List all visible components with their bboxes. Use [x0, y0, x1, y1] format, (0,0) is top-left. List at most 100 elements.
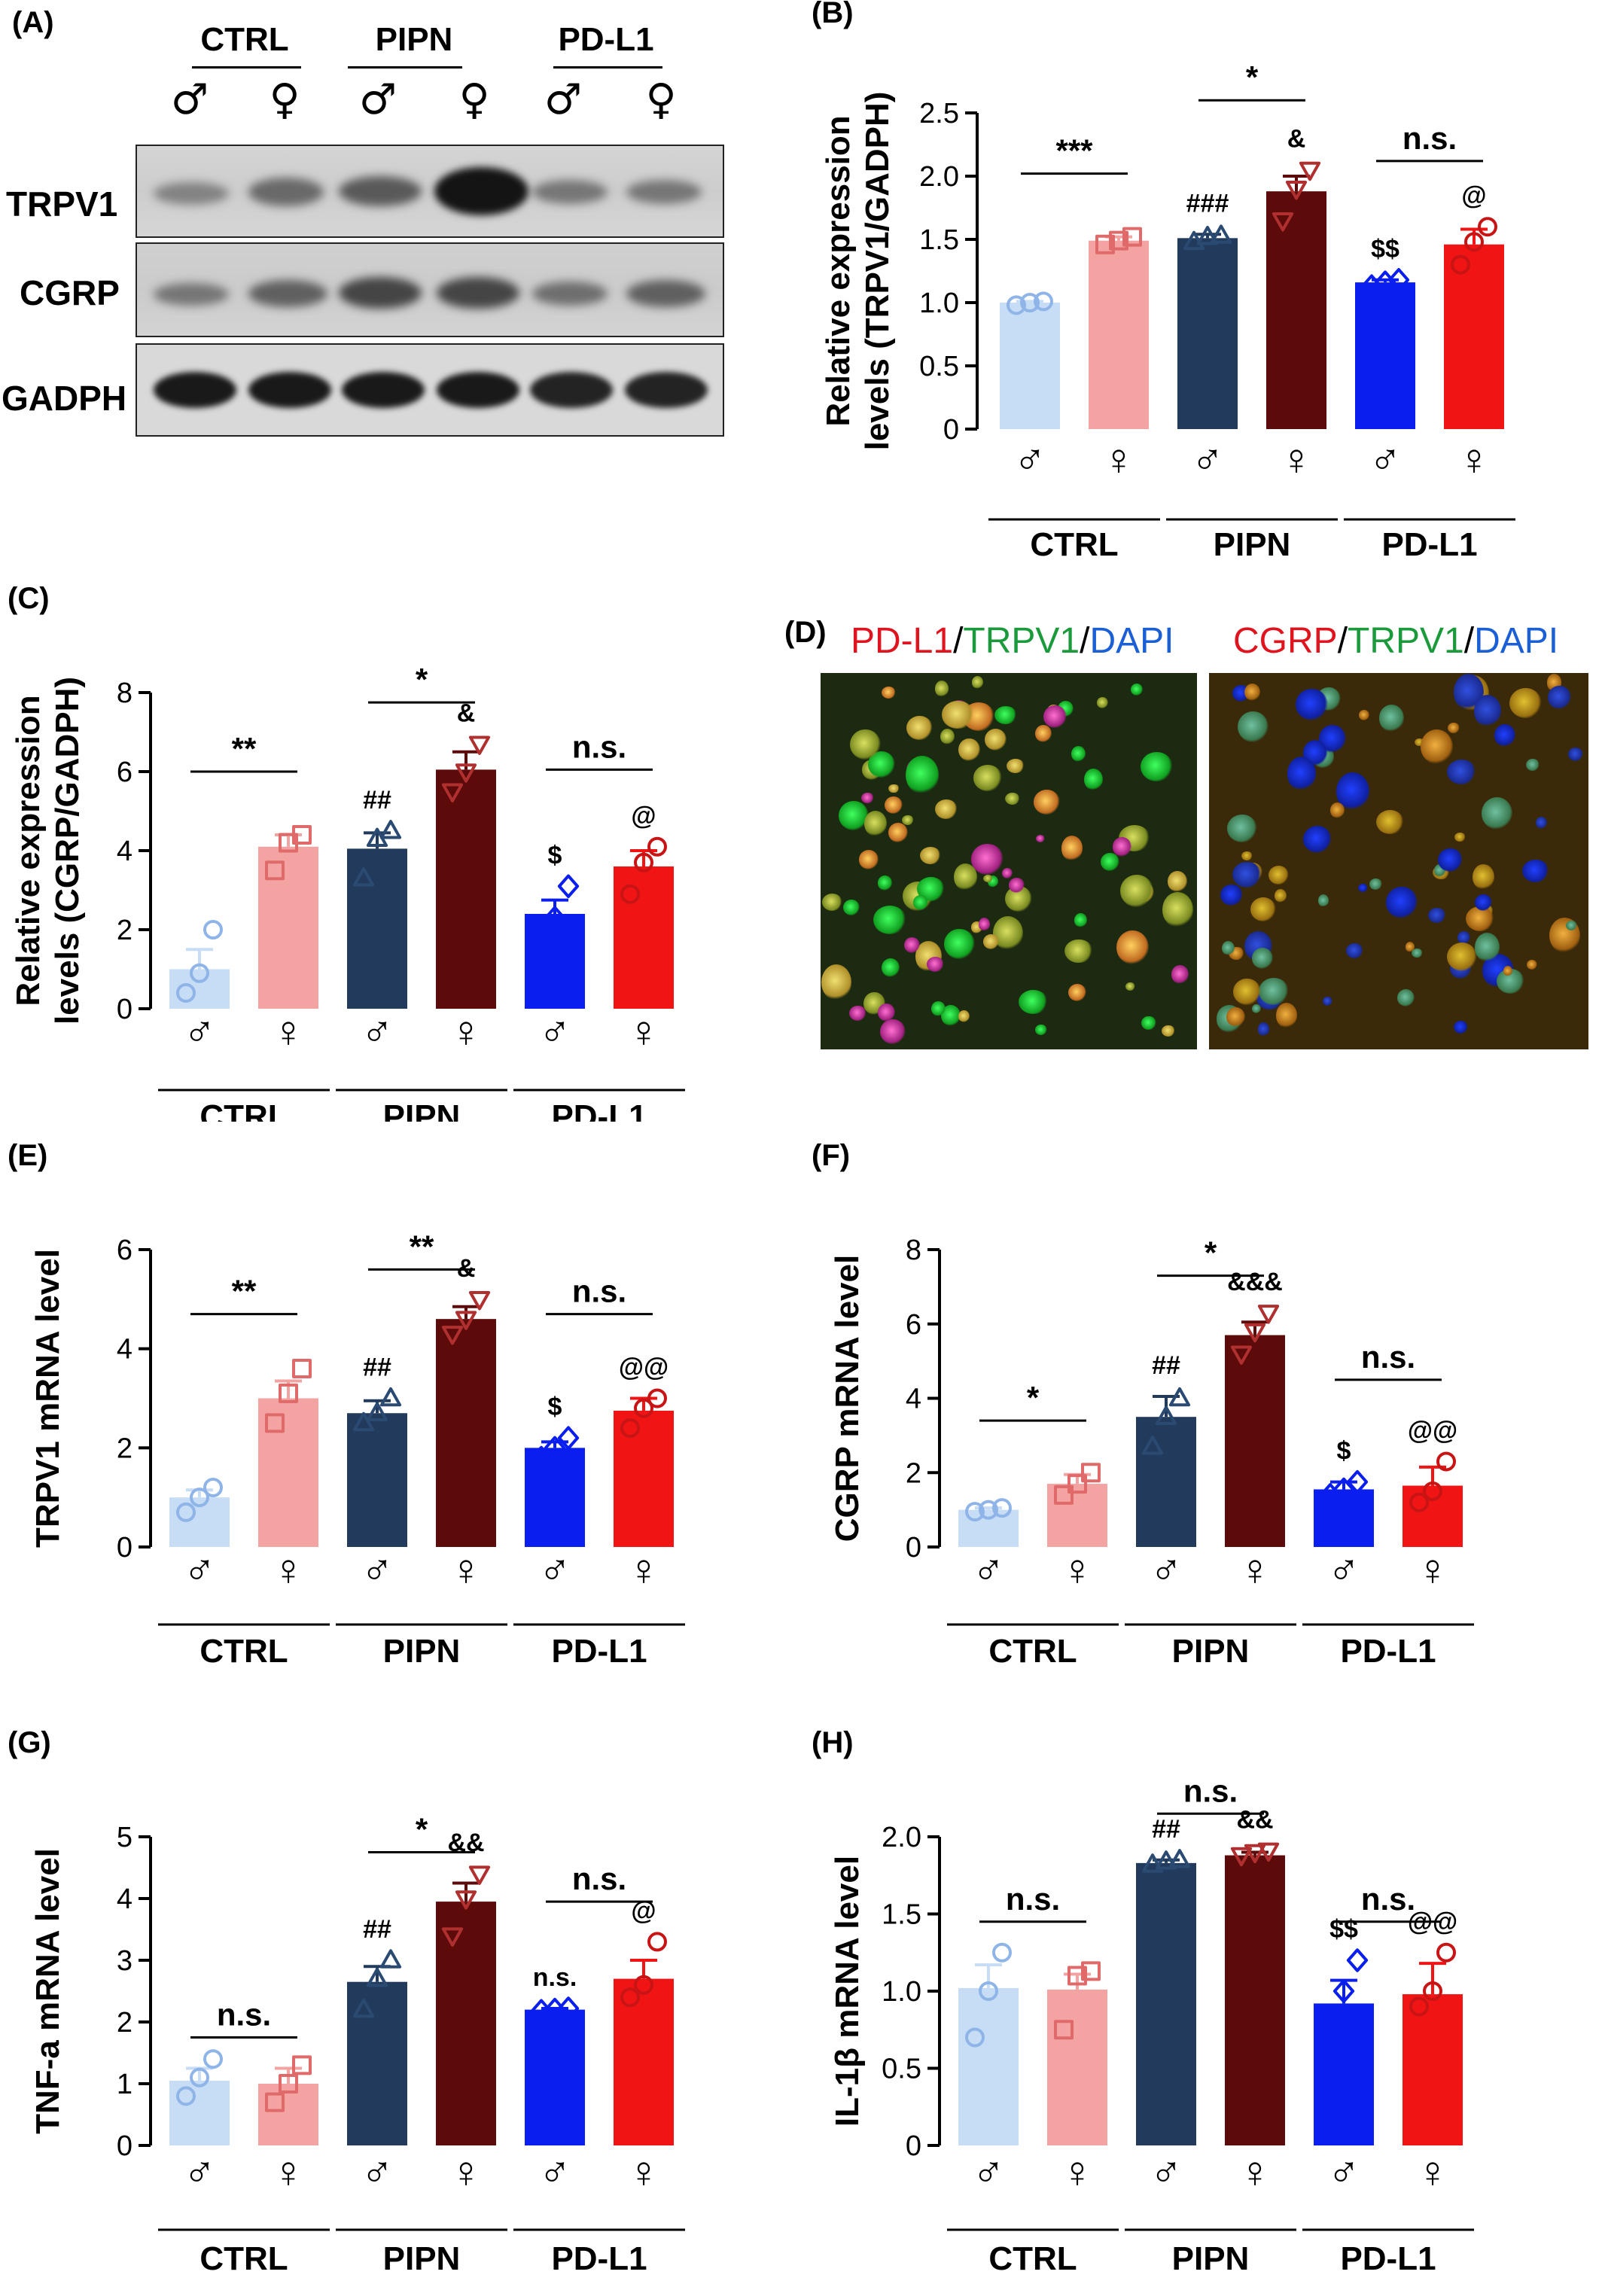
if-cell [982, 874, 993, 883]
data-point [1244, 1844, 1266, 1864]
group-label: PIPN [383, 1633, 461, 1670]
y-tick-label: 8 [906, 1235, 921, 1266]
sex-symbol: ♂ [1013, 435, 1046, 484]
bar [1355, 282, 1415, 429]
band-gadph-4 [437, 372, 519, 408]
sex-symbol: ♂ [1191, 435, 1224, 484]
data-point [1196, 225, 1219, 245]
if-title-left-part-2: / [953, 621, 964, 661]
data-point [1346, 1469, 1369, 1494]
bar-annotation: ### [1186, 189, 1229, 218]
if-cell [1251, 948, 1274, 970]
blot-sex-1: ♂ [170, 75, 209, 124]
data-point [203, 920, 223, 939]
if-cell [1161, 1025, 1175, 1037]
bar-annotation: ## [1152, 1815, 1180, 1844]
data-point [1464, 232, 1484, 252]
if-cell [935, 799, 958, 820]
blot-sex-2: ♀ [269, 75, 300, 124]
data-point [352, 1998, 375, 2018]
sex-symbol: ♂ [972, 2148, 1005, 2197]
bar-annotation: $$ [1371, 235, 1399, 263]
data-point [379, 820, 402, 839]
if-cell [1120, 875, 1153, 908]
if-cell [1386, 886, 1418, 919]
data-point [992, 1942, 1012, 1963]
panel-label-f: (F) [812, 1139, 850, 1172]
y-tick-label: 1.5 [882, 1899, 921, 1931]
band-trpv1-1 [154, 182, 229, 205]
bar [436, 1902, 496, 2145]
bar [1136, 1862, 1196, 2145]
band-gadph-1 [154, 372, 236, 408]
if-cell [944, 929, 975, 959]
data-point [1067, 1966, 1087, 1986]
if-cell [1226, 814, 1258, 843]
data-point [455, 1311, 477, 1330]
bar-annotation: @@ [1408, 1416, 1457, 1445]
data-point [1387, 268, 1410, 292]
bar [1225, 1855, 1285, 2145]
data-point [1436, 1451, 1456, 1472]
if-cell [1141, 751, 1174, 782]
if-cell [877, 875, 893, 891]
if-title-left-part-4: / [1080, 621, 1090, 661]
if-cell [1303, 826, 1332, 854]
bar [1047, 1484, 1107, 1547]
panel-label-h: (H) [812, 1726, 854, 1759]
if-cell [906, 755, 939, 794]
y-tick-label: 3 [117, 1945, 132, 1977]
if-cell [1171, 965, 1189, 984]
sex-symbol: ♀ [1238, 2148, 1272, 2197]
if-cell [1329, 802, 1345, 818]
y-tick-label: 0.5 [882, 2054, 921, 2085]
data-point [1257, 1305, 1280, 1324]
data-point [1210, 224, 1232, 244]
data-point [1230, 1847, 1253, 1867]
data-point [979, 1500, 998, 1520]
comparison-label: n.s. [1403, 120, 1457, 156]
sex-symbol: ♀ [627, 1007, 660, 1056]
data-point [203, 2049, 223, 2069]
if-cell [1526, 960, 1537, 970]
data-point [176, 1502, 196, 1522]
if-cell [1421, 729, 1453, 765]
data-point [366, 1402, 388, 1422]
if-cell [1034, 1024, 1047, 1036]
data-point [265, 1413, 285, 1433]
if-cell [1379, 705, 1404, 732]
data-point [1451, 254, 1470, 275]
y-tick-label: 0 [117, 1532, 132, 1564]
if-cell [1447, 942, 1478, 971]
bar [436, 769, 496, 1009]
if-cell [1116, 930, 1150, 964]
if-cell [1034, 790, 1061, 815]
y-tick-label: 1 [117, 2069, 132, 2100]
data-point [1122, 227, 1142, 247]
data-point [176, 2086, 196, 2106]
sex-symbol: ♂ [538, 1007, 571, 1056]
y-tick-label: 1.5 [919, 224, 959, 256]
data-point [352, 867, 375, 887]
data-point [441, 1326, 464, 1345]
data-point [1436, 1942, 1456, 1963]
data-point [1423, 1481, 1442, 1501]
if-cell [1074, 912, 1087, 928]
data-point [1332, 1979, 1355, 2003]
if-cell [1002, 867, 1013, 879]
blot-group-pipn: PIPN [375, 21, 453, 58]
y-tick-label: 0.5 [919, 351, 959, 382]
y-axis-label: TRPV1 mRNA level [29, 1249, 66, 1548]
data-point [441, 1927, 464, 1947]
sex-symbol: ♂ [538, 1545, 571, 1594]
band-gadph-3 [342, 372, 425, 408]
if-cell [843, 900, 860, 916]
y-tick-label: 0 [117, 2130, 132, 2162]
if-cell [1447, 723, 1460, 734]
sex-symbol: ♂ [1327, 1545, 1360, 1594]
sex-symbol: ♂ [183, 1007, 216, 1056]
if-cell [1318, 894, 1329, 907]
data-point [1141, 1853, 1164, 1873]
if-cell [1237, 711, 1269, 742]
bar-annotation: @ [631, 802, 656, 830]
